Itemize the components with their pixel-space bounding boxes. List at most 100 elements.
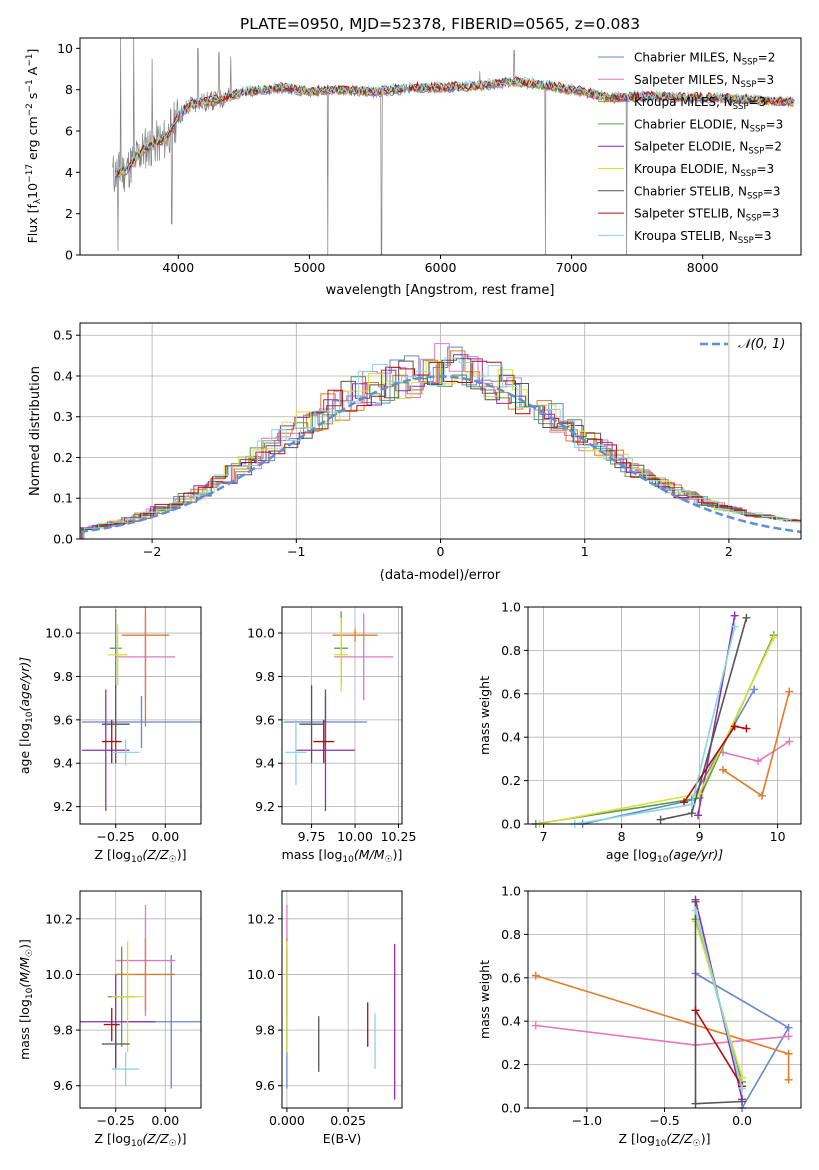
y-axis-label: mass weight [477,676,492,755]
legend-label: Salpeter MILES, NSSP=3 [634,73,774,90]
residuals-grid [80,323,801,540]
y-tick-label: 9.6 [255,712,275,727]
z-weight-panel: −1.0 −0.5 0.0 0.0 0.2 0.4 0.6 0.8 1.0 Z [log10(Z/… [477,884,802,1149]
error-bars [81,607,201,811]
legend-label: Chabrier MILES, NSSP=2 [634,51,775,68]
axes-frame [527,606,802,825]
z-age-panel: −0.25 0.00 9.2 9.4 9.6 9.8 10.0 Z [log10(Z/Z☉)]… [17,606,202,865]
weight-marker [531,1021,540,1030]
spectrum-frame [79,37,802,256]
weight-marker [719,765,727,774]
axes-frame [79,606,202,825]
x-tick-label: −2 [143,544,161,559]
x-tick-label: 10 [770,829,786,844]
histogram-series-7 [82,360,801,539]
y-tick-label: 9.8 [53,1023,73,1038]
y-tick-label: 0.8 [501,643,521,658]
weight-line [574,626,736,825]
y-tick-label: 8 [65,82,73,97]
axes-frame [281,890,403,1109]
grid [282,891,402,1108]
weight-marker [687,809,696,818]
y-tick-label: 10.2 [45,911,73,926]
y-tick-label: 0.2 [501,1057,521,1072]
spectrum-series-group [112,38,795,255]
y-tick-label: 9.8 [53,669,73,684]
weight-marker [531,971,540,980]
histogram-series-3 [80,359,801,529]
y-tick-label: 9.4 [255,756,275,771]
y-axis-label: mass [log10(M/M☉)] [17,939,35,1060]
legend-label: Kroupa ELODIE, NSSP=3 [634,162,774,179]
legend-label: 𝒩(0, 1) [738,337,785,352]
weight-lines [531,611,794,828]
residuals-frame [79,322,802,540]
weight-marker [742,724,751,733]
x-tick-label: −1.0 [572,1113,602,1128]
ebv-mass-panel: 0.000 0.025 9.6 9.8 10.0 10.2 E(B-V) [247,890,403,1146]
x-tick-label: 6000 [425,260,457,275]
z-mass-panel: −0.25 0.00 9.6 9.8 10.0 10.2 Z [log10(Z/Z☉)] ma… [17,890,202,1149]
ticks: 9.75 10.00 10.25 9.2 9.4 9.6 9.8 10.0 [247,626,416,844]
residuals-ticks: −2 −1 0 1 2 0.0 0.1 0.2 0.3 0.4 0.5 [53,328,733,559]
y-tick-label: 0.4 [501,1014,521,1029]
weight-marker [784,1032,793,1041]
histogram-series-1 [80,343,801,530]
grid [282,607,402,824]
y-tick-label: 0.5 [53,328,73,343]
weight-marker [754,757,763,766]
spectrum-ylabel: Flux [fλ10−17 erg cm−2 s−1 A−1] [25,49,43,244]
y-tick-label: 10.0 [45,626,73,641]
y-tick-label: 9.6 [53,712,73,727]
figure-title: PLATE=0950, MJD=52378, FIBERID=0565, z=0… [240,15,640,33]
x-tick-label: 8000 [687,260,719,275]
y-tick-label: 0.2 [501,773,521,788]
weight-marker [691,897,700,906]
weight-line [582,689,755,825]
y-tick-label: 1.0 [501,884,521,899]
error-bars [80,904,201,1089]
y-tick-label: 6 [65,124,73,139]
legend-label: Salpeter STELIB, NSSP=3 [634,207,779,224]
x-axis-label: Z [log10(Z/Z☉)] [95,1131,187,1149]
x-tick-label: −1 [287,544,305,559]
x-tick-label: 4000 [162,260,194,275]
weight-marker [687,800,696,809]
axes-frame [281,606,403,825]
grid [80,607,201,824]
weight-marker [742,613,751,622]
x-tick-label: 1 [581,544,589,559]
y-tick-label: 10.0 [247,626,275,641]
spectrum-ticks: 4000 5000 6000 7000 8000 0 2 4 6 8 10 [57,41,719,275]
mass-age-panel: 9.75 10.00 10.25 9.2 9.4 9.6 9.8 10.0 mass [log1… [247,606,416,865]
weight-marker [691,906,700,915]
ticks: 0.000 0.025 9.6 9.8 10.0 10.2 [247,911,366,1128]
histogram-series-6 [80,358,801,539]
weight-marker [784,1023,793,1032]
weight-marker [691,1006,700,1015]
ticks: −0.25 0.00 9.2 9.4 9.6 9.8 10.0 [45,626,179,844]
weight-line [694,910,743,1089]
y-tick-label: 10.0 [247,967,275,982]
weight-marker [785,687,794,696]
x-axis-label: Z [log10(Z/Z☉)] [619,1131,711,1149]
y-tick-label: 2 [65,206,73,221]
grid [528,606,801,825]
weight-line [694,1009,743,1087]
weight-lines [531,895,793,1112]
weight-marker [738,1084,747,1093]
error-bars [286,904,396,1100]
y-tick-label: 9.4 [53,756,73,771]
weight-marker [758,791,766,800]
y-tick-label: 10.0 [45,967,73,982]
model-spectrum-line-6 [114,76,794,177]
weight-marker [694,811,703,820]
weight-marker [730,622,739,631]
y-tick-label: 0.6 [501,970,521,985]
residuals-histograms [80,343,801,539]
legend-label: Chabrier ELODIE, NSSP=3 [634,117,783,134]
x-tick-label: 0.00 [151,829,179,844]
axes-frame [79,890,202,1109]
weight-marker [769,633,778,642]
